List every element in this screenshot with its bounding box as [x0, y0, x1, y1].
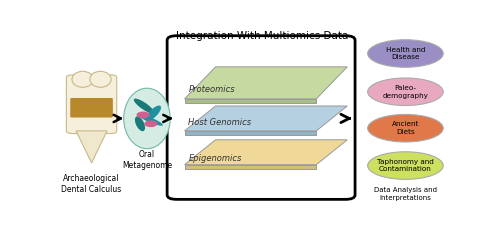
Polygon shape	[184, 106, 348, 131]
FancyBboxPatch shape	[167, 36, 355, 199]
FancyBboxPatch shape	[66, 75, 117, 134]
Circle shape	[138, 112, 149, 118]
Circle shape	[145, 121, 156, 126]
Ellipse shape	[72, 71, 94, 87]
Polygon shape	[184, 99, 316, 103]
Ellipse shape	[124, 88, 170, 149]
Ellipse shape	[146, 106, 161, 121]
Text: Integration With Multiomics Data: Integration With Multiomics Data	[176, 31, 348, 41]
Text: Health and
Disease: Health and Disease	[386, 47, 425, 60]
Polygon shape	[76, 131, 107, 163]
Text: Archaeological
Dental Calculus: Archaeological Dental Calculus	[62, 173, 122, 194]
Ellipse shape	[368, 78, 443, 106]
FancyBboxPatch shape	[70, 98, 113, 118]
Text: Paleo-
demography: Paleo- demography	[382, 85, 428, 98]
Ellipse shape	[134, 99, 154, 113]
Ellipse shape	[135, 116, 145, 131]
Text: Oral
Metagenome: Oral Metagenome	[122, 149, 172, 170]
Ellipse shape	[368, 152, 443, 179]
Text: Data Analysis and
Interpretations: Data Analysis and Interpretations	[374, 187, 437, 201]
Polygon shape	[184, 165, 316, 169]
Polygon shape	[184, 131, 316, 135]
Text: Proteomics: Proteomics	[188, 85, 235, 94]
Ellipse shape	[90, 71, 111, 87]
Text: Taphonomy and
Contamination: Taphonomy and Contamination	[377, 159, 434, 172]
Ellipse shape	[139, 115, 163, 126]
Polygon shape	[184, 140, 348, 165]
Text: Epigenomics: Epigenomics	[188, 154, 242, 163]
Text: Host Genomics: Host Genomics	[188, 118, 252, 127]
Ellipse shape	[368, 114, 443, 142]
Ellipse shape	[368, 40, 443, 67]
Polygon shape	[184, 67, 348, 99]
Text: Ancient
Diets: Ancient Diets	[392, 122, 419, 135]
